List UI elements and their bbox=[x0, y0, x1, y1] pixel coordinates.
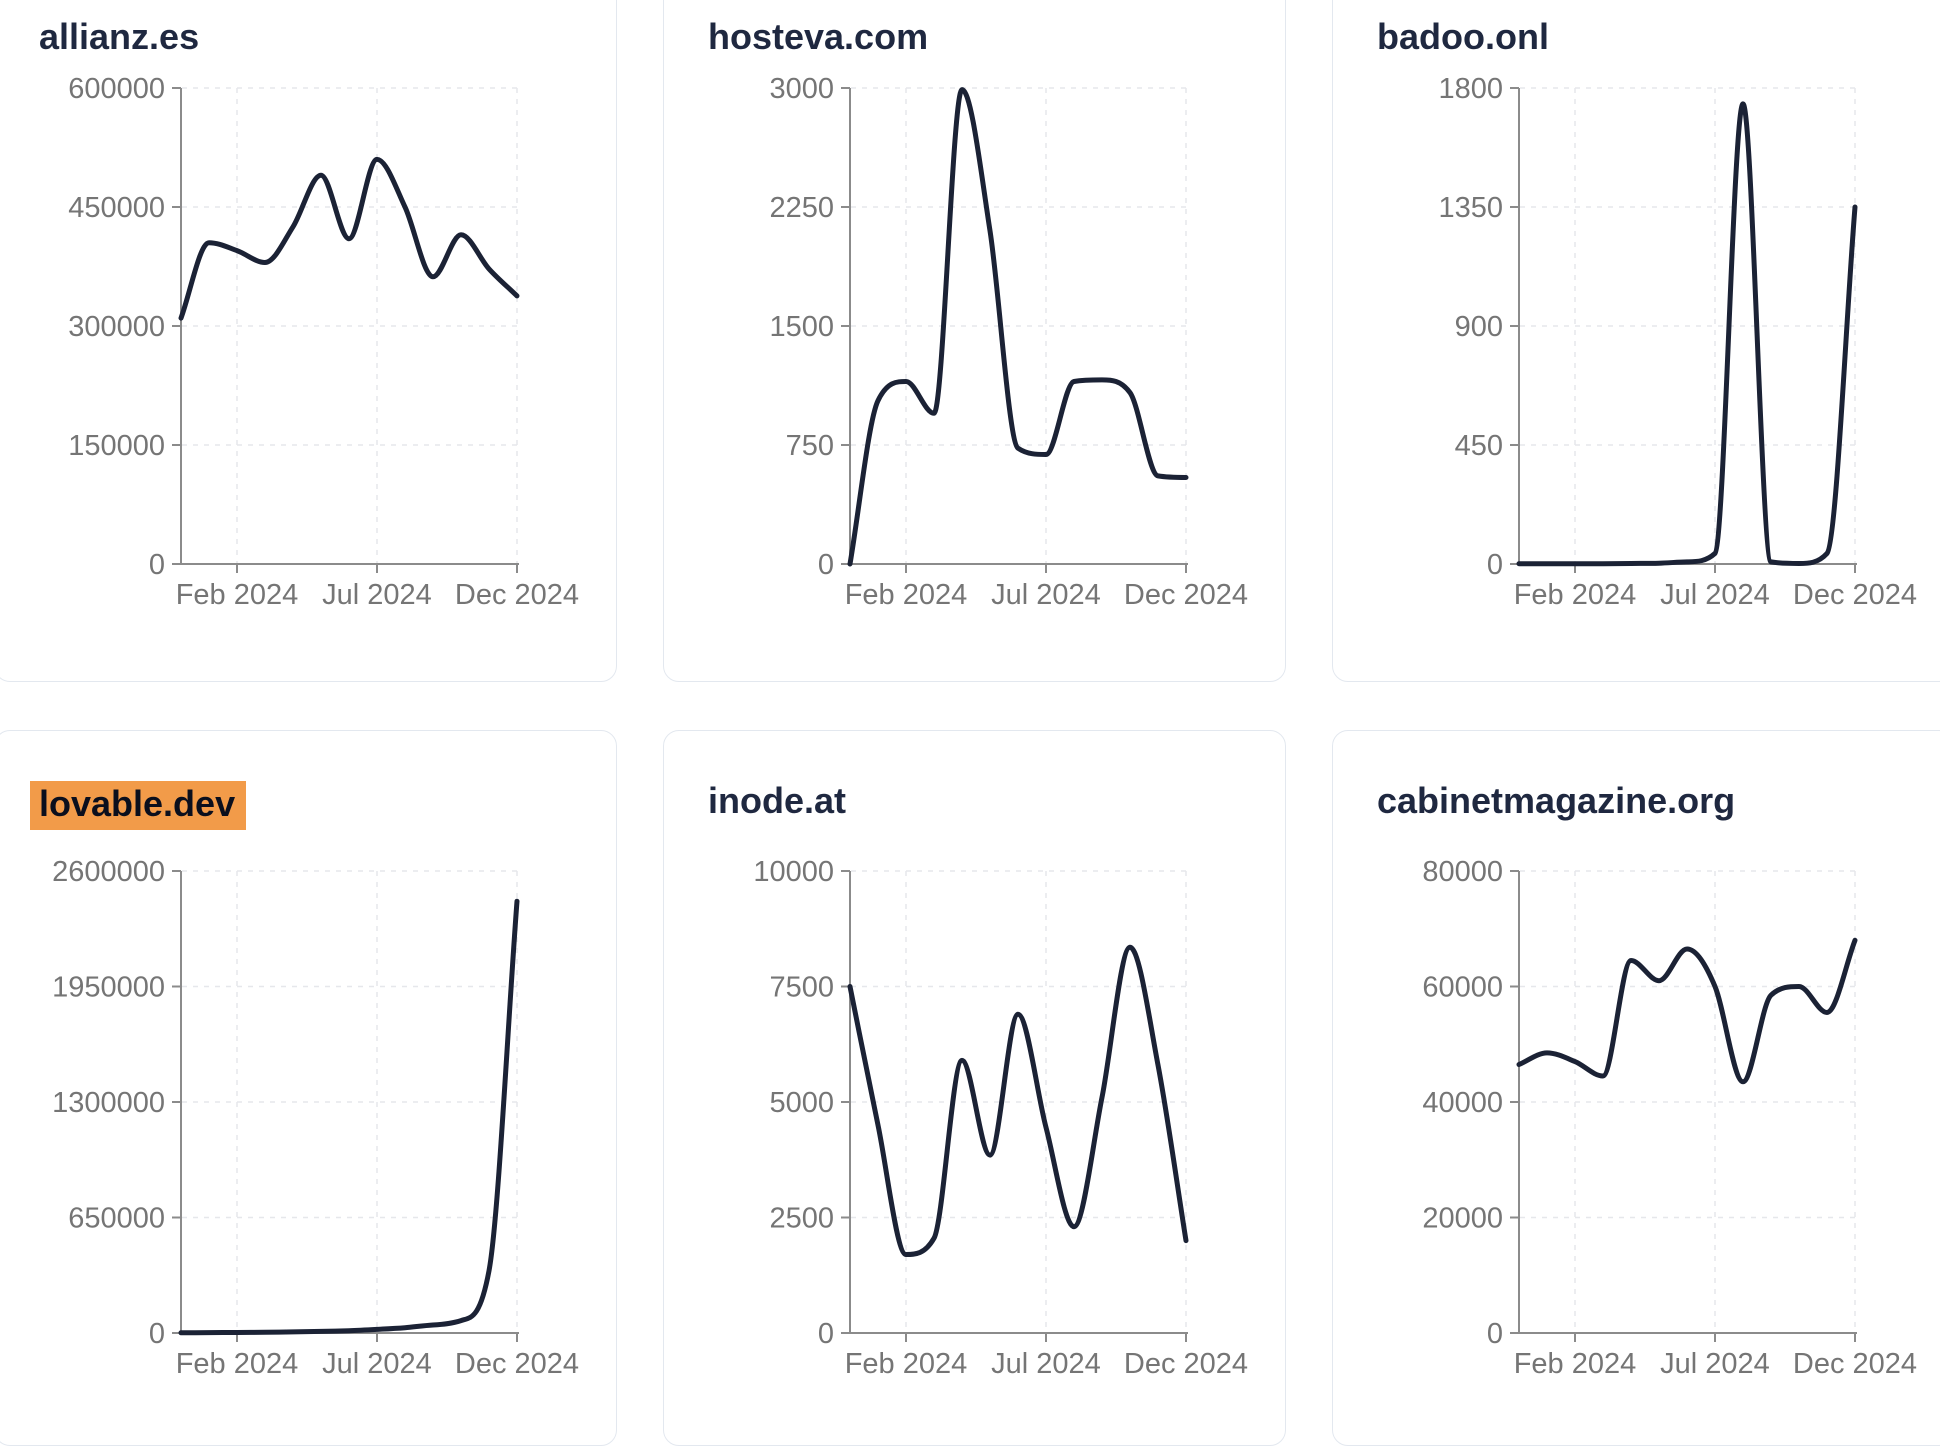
y-tick-label: 300000 bbox=[68, 311, 165, 343]
x-tick-label: Jul 2024 bbox=[991, 1348, 1101, 1380]
chart-title: badoo.onl bbox=[1377, 17, 1549, 57]
series-line bbox=[1516, 937, 1858, 1085]
series-line bbox=[1516, 101, 1858, 567]
y-tick-label: 3000 bbox=[769, 73, 834, 105]
y-tick-label: 10000 bbox=[753, 856, 834, 888]
x-tick-label: Dec 2024 bbox=[1124, 1348, 1248, 1380]
x-tick-label: Jul 2024 bbox=[1660, 579, 1770, 611]
chart-card[interactable]: badoo.onl 0 450 900 1350 1800 Feb 2024 Jul 202… bbox=[1332, 0, 1940, 682]
x-tick-label: Jul 2024 bbox=[991, 579, 1101, 611]
chart-title-text: hosteva.com bbox=[708, 16, 929, 57]
y-tick-label: 0 bbox=[818, 1318, 834, 1350]
series-line bbox=[178, 898, 520, 1336]
x-tick-label: Feb 2024 bbox=[176, 1348, 299, 1380]
y-tick-label: 80000 bbox=[1422, 856, 1503, 888]
y-tick-label: 60000 bbox=[1422, 972, 1503, 1004]
y-tick-label: 1500 bbox=[769, 311, 834, 343]
y-tick-label: 450 bbox=[1455, 430, 1503, 462]
y-tick-label: 1950000 bbox=[52, 972, 165, 1004]
y-tick-label: 0 bbox=[818, 549, 834, 581]
chart-title-text: inode.at bbox=[708, 780, 847, 821]
y-tick-label: 0 bbox=[1487, 1318, 1503, 1350]
x-tick-label: Jul 2024 bbox=[322, 579, 432, 611]
chart-title: lovable.dev bbox=[30, 781, 247, 830]
series-line bbox=[847, 87, 1189, 567]
y-tick-label: 750 bbox=[786, 430, 834, 462]
x-tick-label: Jul 2024 bbox=[322, 1348, 432, 1380]
y-tick-label: 2250 bbox=[769, 192, 834, 224]
x-tick-label: Feb 2024 bbox=[845, 1348, 968, 1380]
y-tick-label: 1800 bbox=[1438, 73, 1503, 105]
y-tick-label: 450000 bbox=[68, 192, 165, 224]
y-tick-label: 650000 bbox=[68, 1203, 165, 1235]
y-tick-label: 600000 bbox=[68, 73, 165, 105]
chart-title-text: badoo.onl bbox=[1377, 16, 1549, 57]
line-chart: 0 450 900 1350 1800 Feb 2024 Jul 2024 Dec 2024 bbox=[1438, 73, 1917, 611]
series-line bbox=[178, 156, 520, 321]
y-tick-label: 2500 bbox=[769, 1203, 834, 1235]
chart-card[interactable]: cabinetmagazine.org 0 20000 40000 60000 8000… bbox=[1332, 730, 1940, 1446]
y-tick-label: 0 bbox=[149, 1318, 165, 1350]
x-tick-label: Dec 2024 bbox=[1793, 1348, 1917, 1380]
chart-title-text: cabinetmagazine.org bbox=[1377, 780, 1736, 821]
x-tick-label: Dec 2024 bbox=[455, 579, 579, 611]
line-chart: 0 150000 300000 450000 600000 Feb 2024 Jul 202… bbox=[68, 73, 579, 611]
x-tick-label: Feb 2024 bbox=[845, 579, 968, 611]
line-chart: 0 2500 5000 7500 10000 Feb 2024 Jul 2024 Dec 20… bbox=[753, 856, 1248, 1380]
x-tick-label: Dec 2024 bbox=[1793, 579, 1917, 611]
x-tick-label: Feb 2024 bbox=[176, 579, 299, 611]
chart-title: hosteva.com bbox=[708, 17, 928, 57]
chart-card[interactable]: lovable.dev 0 650000 1300000 1950000 2600000… bbox=[0, 730, 617, 1446]
chart-title: cabinetmagazine.org bbox=[1377, 781, 1735, 821]
x-tick-label: Dec 2024 bbox=[1124, 579, 1248, 611]
y-tick-label: 0 bbox=[1487, 549, 1503, 581]
y-tick-label: 5000 bbox=[769, 1087, 834, 1119]
y-tick-label: 40000 bbox=[1422, 1087, 1503, 1119]
line-chart: 0 750 1500 2250 3000 Feb 2024 Jul 2024 Dec 2024 bbox=[769, 73, 1248, 611]
x-tick-label: Feb 2024 bbox=[1514, 1348, 1637, 1380]
y-tick-label: 150000 bbox=[68, 430, 165, 462]
y-tick-label: 1350 bbox=[1438, 192, 1503, 224]
chart-card[interactable]: inode.at 0 2500 5000 7500 10000 Feb 2024 Jul 2… bbox=[663, 730, 1286, 1446]
line-chart: 0 20000 40000 60000 80000 Feb 2024 Jul 2024 Dec… bbox=[1422, 856, 1917, 1380]
chart-card[interactable]: hosteva.com 0 750 1500 2250 3000 Feb 2024 Jul … bbox=[663, 0, 1286, 682]
chart-title-text: allianz.es bbox=[39, 16, 200, 57]
y-tick-label: 1300000 bbox=[52, 1087, 165, 1119]
x-tick-label: Dec 2024 bbox=[455, 1348, 579, 1380]
chart-card[interactable]: allianz.es 0 150000 300000 450000 600000 Feb … bbox=[0, 0, 617, 682]
chart-title: inode.at bbox=[708, 781, 846, 821]
chart-title-text: lovable.dev bbox=[30, 781, 247, 830]
x-tick-label: Jul 2024 bbox=[1660, 1348, 1770, 1380]
y-tick-label: 900 bbox=[1455, 311, 1503, 343]
chart-title: allianz.es bbox=[39, 17, 199, 57]
y-tick-label: 20000 bbox=[1422, 1203, 1503, 1235]
series-line bbox=[847, 944, 1189, 1258]
line-chart: 0 650000 1300000 1950000 2600000 Feb 2024 Jul … bbox=[52, 856, 579, 1380]
y-tick-label: 7500 bbox=[769, 972, 834, 1004]
x-tick-label: Feb 2024 bbox=[1514, 579, 1637, 611]
y-tick-label: 0 bbox=[149, 549, 165, 581]
y-tick-label: 2600000 bbox=[52, 856, 165, 888]
